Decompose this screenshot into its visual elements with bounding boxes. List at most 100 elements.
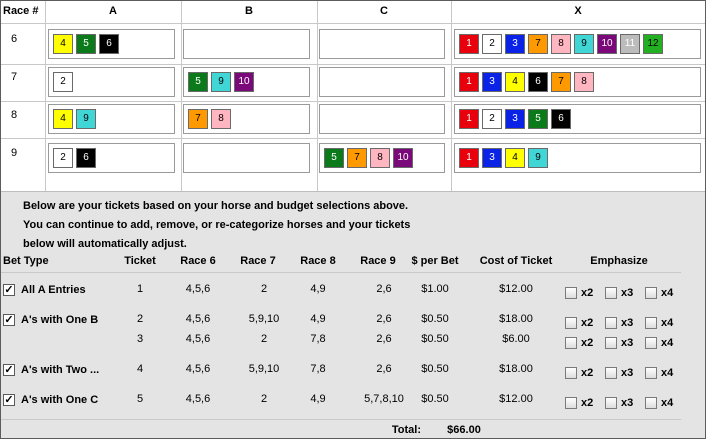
horse-chip[interactable]: 4 bbox=[53, 34, 73, 54]
emphasize-checkbox-x4[interactable] bbox=[645, 397, 657, 409]
emphasize-checkbox-x3[interactable] bbox=[605, 337, 617, 349]
race-number: 6 bbox=[11, 33, 18, 45]
emphasize-checkbox-x3[interactable] bbox=[605, 397, 617, 409]
category-cell-c[interactable] bbox=[319, 29, 445, 59]
horse-chip[interactable]: 2 bbox=[53, 72, 73, 92]
emphasize-label: x2 bbox=[581, 317, 594, 329]
horse-chip[interactable]: 9 bbox=[76, 109, 96, 129]
horse-chip[interactable]: 2 bbox=[53, 148, 73, 168]
emphasize-checkbox-x2[interactable] bbox=[565, 397, 577, 409]
horse-chip[interactable]: 1 bbox=[459, 109, 479, 129]
bet-type-label: A's with One C bbox=[21, 394, 99, 406]
horse-chip[interactable]: 4 bbox=[505, 72, 525, 92]
horse-chip[interactable]: 7 bbox=[528, 34, 548, 54]
ticket-ticket-value: 5 bbox=[136, 393, 144, 405]
horse-chip[interactable]: 1 bbox=[459, 148, 479, 168]
ticket-per-bet-value: $1.00 bbox=[421, 283, 449, 295]
bet-type-checkbox[interactable]: ✓ bbox=[3, 284, 15, 296]
horse-chip[interactable]: 8 bbox=[211, 109, 231, 129]
emphasize-checkbox-x3[interactable] bbox=[605, 367, 617, 379]
bet-type-checkbox[interactable]: ✓ bbox=[3, 394, 15, 406]
ticket-race9-value: 2,6 bbox=[376, 313, 392, 325]
horse-chip[interactable]: 5 bbox=[324, 148, 344, 168]
category-cell-b[interactable] bbox=[183, 143, 310, 173]
header-bet-type: Bet Type bbox=[3, 255, 49, 267]
horse-chip[interactable]: 1 bbox=[459, 72, 479, 92]
emphasize-checkbox-x2[interactable] bbox=[565, 287, 577, 299]
horse-chip[interactable]: 3 bbox=[482, 72, 502, 92]
ticket-race6-value: 4,5,6 bbox=[185, 313, 211, 325]
race-number: 9 bbox=[11, 147, 18, 159]
horse-chip[interactable]: 3 bbox=[505, 109, 525, 129]
category-cell-b[interactable]: 5 9 10 bbox=[183, 67, 310, 97]
horse-chip[interactable]: 11 bbox=[620, 34, 640, 54]
horse-chip[interactable]: 4 bbox=[53, 109, 73, 129]
horse-chip[interactable]: 7 bbox=[188, 109, 208, 129]
emphasize-label: x2 bbox=[581, 397, 594, 409]
category-cell-c[interactable] bbox=[319, 104, 445, 134]
horse-chip[interactable]: 10 bbox=[393, 148, 413, 168]
horse-chip[interactable]: 8 bbox=[574, 72, 594, 92]
horse-chip[interactable]: 9 bbox=[574, 34, 594, 54]
emphasize-checkbox-x2[interactable] bbox=[565, 337, 577, 349]
grid-divider bbox=[1, 64, 705, 65]
horse-chip[interactable]: 8 bbox=[370, 148, 390, 168]
header-per-bet: $ per Bet bbox=[411, 255, 459, 267]
ticket-race9-value: 2,6 bbox=[376, 333, 392, 345]
emphasize-checkbox-x3[interactable] bbox=[605, 317, 617, 329]
emphasize-checkbox-x4[interactable] bbox=[645, 367, 657, 379]
horse-chip[interactable]: 4 bbox=[505, 148, 525, 168]
category-cell-c[interactable]: 5 7 8 10 bbox=[319, 143, 445, 173]
emphasize-checkbox-x3[interactable] bbox=[605, 287, 617, 299]
horse-chip[interactable]: 6 bbox=[528, 72, 548, 92]
bet-type-checkbox[interactable]: ✓ bbox=[3, 314, 15, 326]
grid-divider bbox=[451, 1, 452, 191]
horse-chip[interactable]: 6 bbox=[76, 148, 96, 168]
horse-chip[interactable]: 2 bbox=[482, 34, 502, 54]
emphasize-label: x4 bbox=[661, 287, 674, 299]
ticket-ticket-value: 3 bbox=[136, 333, 144, 345]
emphasize-checkbox-x4[interactable] bbox=[645, 287, 657, 299]
header-ticket: Ticket bbox=[124, 255, 156, 267]
emphasize-checkbox-x2[interactable] bbox=[565, 367, 577, 379]
horse-chip[interactable]: 9 bbox=[211, 72, 231, 92]
header-emphasize: Emphasize bbox=[590, 255, 648, 267]
horse-chip[interactable]: 2 bbox=[482, 109, 502, 129]
horse-chip[interactable]: 5 bbox=[188, 72, 208, 92]
horse-chip[interactable]: 5 bbox=[528, 109, 548, 129]
horse-chip[interactable]: 8 bbox=[551, 34, 571, 54]
category-cell-a[interactable]: 2 bbox=[48, 67, 175, 97]
horse-chip[interactable]: 1 bbox=[459, 34, 479, 54]
horse-chip[interactable]: 10 bbox=[234, 72, 254, 92]
horse-chip[interactable]: 5 bbox=[76, 34, 96, 54]
grid-divider bbox=[45, 1, 46, 191]
race-grid-panel: Race # A B C X 6 4 5 6 1 2 3 7 8 9 10 11 12 7 2 5 9 10 1 3 4… bbox=[1, 1, 705, 192]
horse-chip[interactable]: 10 bbox=[597, 34, 617, 54]
horse-chip[interactable]: 7 bbox=[347, 148, 367, 168]
category-cell-c[interactable] bbox=[319, 67, 445, 97]
ticket-ticket-value: 2 bbox=[136, 313, 144, 325]
horse-chip[interactable]: 6 bbox=[99, 34, 119, 54]
emphasize-checkbox-x2[interactable] bbox=[565, 317, 577, 329]
emphasize-label: x2 bbox=[581, 337, 594, 349]
emphasize-label: x3 bbox=[621, 287, 634, 299]
bet-type-checkbox[interactable]: ✓ bbox=[3, 364, 15, 376]
emphasize-checkbox-x4[interactable] bbox=[645, 317, 657, 329]
ticket-per-bet-value: $0.50 bbox=[421, 393, 449, 405]
horse-chip[interactable]: 3 bbox=[482, 148, 502, 168]
category-cell-b[interactable] bbox=[183, 29, 310, 59]
horse-chip[interactable]: 7 bbox=[551, 72, 571, 92]
horse-chip[interactable]: 9 bbox=[528, 148, 548, 168]
horse-chip[interactable]: 12 bbox=[643, 34, 663, 54]
category-cell-x[interactable]: 1 2 3 7 8 9 10 11 12 bbox=[454, 29, 701, 59]
emphasize-checkbox-x4[interactable] bbox=[645, 337, 657, 349]
horse-chip[interactable]: 3 bbox=[505, 34, 525, 54]
horse-chip[interactable]: 6 bbox=[551, 109, 571, 129]
